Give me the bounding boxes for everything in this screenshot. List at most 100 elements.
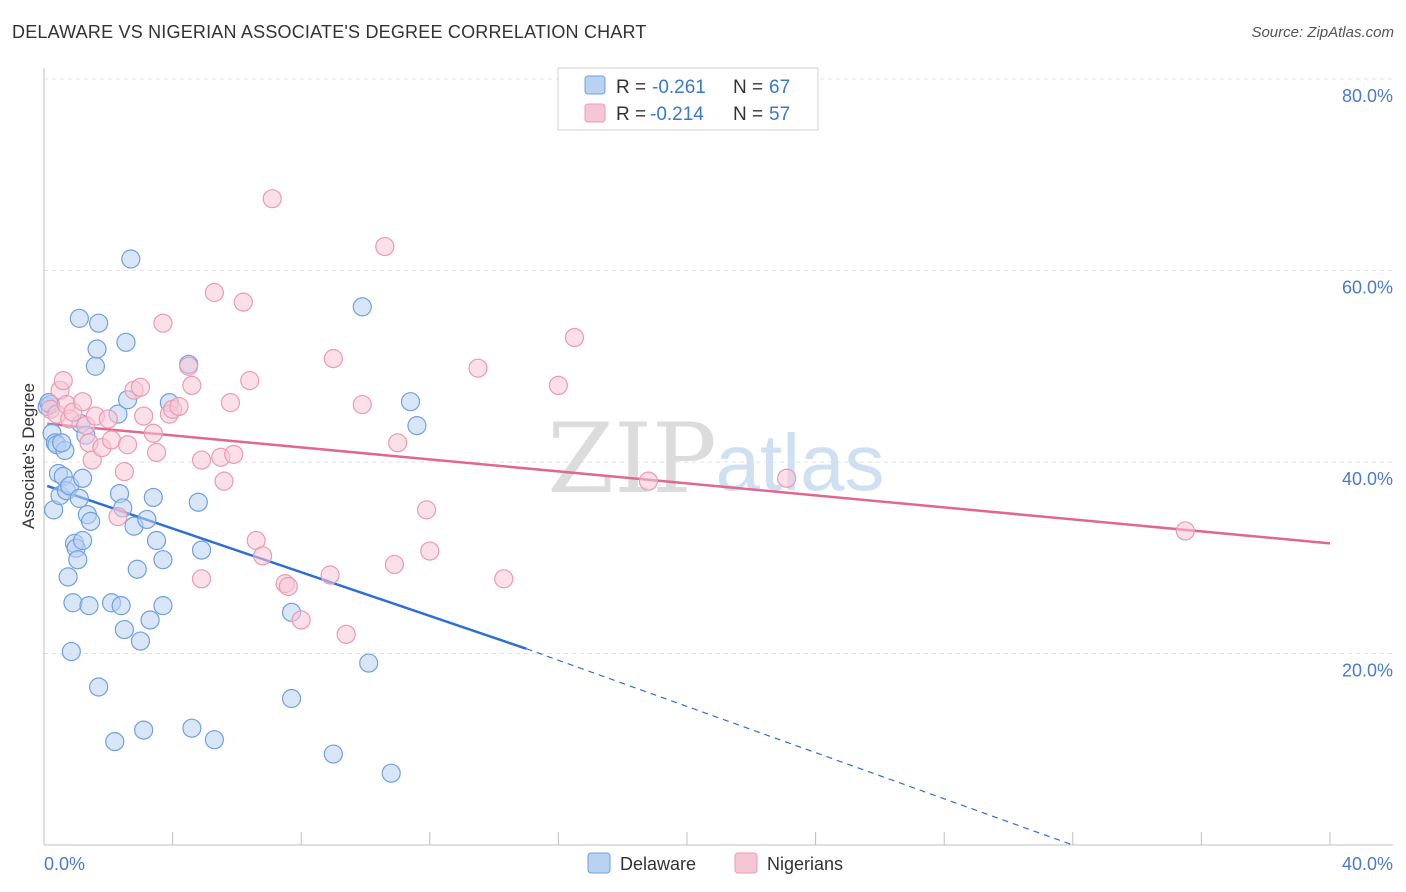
point-nigerians-23 (153, 313, 173, 333)
point-nigerians-20 (134, 406, 154, 426)
point-nigerians-54 (494, 569, 514, 589)
legend-swatch-delaware[interactable] (587, 852, 611, 874)
legend: Delaware Nigerians (587, 852, 843, 874)
point-delaware-29 (89, 313, 109, 333)
point-nigerians-14 (101, 430, 122, 450)
point-nigerians-26 (169, 396, 189, 417)
stats-r-value-2: -0.214 (650, 104, 704, 125)
point-delaware-50 (153, 596, 173, 616)
axes-layer (43, 68, 1393, 846)
point-delaware-28 (87, 339, 107, 359)
watermark-zip: ZIP (547, 403, 716, 515)
stats-swatch-delaware (584, 75, 606, 95)
point-nigerians-37 (240, 371, 260, 391)
point-delaware-20 (69, 308, 89, 328)
point-delaware-62 (381, 763, 401, 783)
point-nigerians-53 (468, 358, 488, 378)
point-delaware-30 (89, 677, 109, 697)
trend-line-nigerians (47, 422, 1331, 545)
point-nigerians-31 (204, 282, 224, 303)
point-delaware-46 (140, 610, 160, 630)
point-delaware-54 (188, 492, 208, 512)
point-nigerians-19 (130, 377, 151, 397)
point-delaware-56 (204, 730, 224, 750)
point-delaware-19 (72, 468, 93, 488)
point-delaware-32 (105, 731, 125, 752)
y-tick-label-40: 40.0% (1342, 469, 1393, 489)
point-nigerians-30 (191, 569, 212, 589)
point-delaware-61 (359, 653, 379, 673)
y-axis-title: Associate's Degree (19, 383, 38, 529)
point-delaware-25 (79, 596, 99, 616)
point-nigerians-47 (352, 394, 372, 415)
point-nigerians-35 (224, 444, 244, 464)
point-nigerians-29 (191, 450, 212, 470)
chart-title: DELAWARE VS NIGERIAN ASSOCIATE'S DEGREE … (12, 22, 647, 42)
point-nigerians-46 (336, 624, 356, 644)
point-nigerians-55 (548, 375, 569, 395)
point-delaware-58 (281, 688, 302, 709)
point-delaware-53 (182, 718, 202, 738)
point-delaware-13 (61, 641, 81, 662)
stats-r-value-1: -0.261 (652, 77, 706, 98)
y-tick-label-20: 20.0% (1342, 661, 1393, 681)
point-delaware-48 (146, 530, 167, 551)
point-delaware-66 (52, 433, 72, 453)
point-delaware-22 (72, 530, 93, 551)
point-delaware-11 (58, 567, 78, 587)
point-delaware-63 (400, 392, 421, 412)
point-nigerians-42 (278, 576, 298, 597)
trend-line-extension-delaware (526, 648, 1074, 846)
legend-label-nigerians[interactable]: Nigerians (767, 854, 843, 874)
point-nigerians-21 (143, 423, 163, 443)
point-delaware-38 (116, 332, 136, 352)
point-delaware-45 (137, 509, 157, 530)
point-delaware-55 (191, 540, 212, 560)
point-nigerians-59 (1175, 521, 1195, 541)
point-delaware-44 (134, 720, 154, 740)
point-nigerians-56 (564, 327, 585, 348)
point-delaware-47 (143, 487, 163, 508)
y-tick-label-60: 60.0% (1342, 278, 1393, 298)
point-delaware-26 (81, 511, 101, 531)
stats-n-label-1: N = (733, 77, 763, 98)
grid-layer (44, 78, 1393, 654)
point-nigerians-58 (777, 468, 797, 488)
point-delaware-35 (111, 596, 131, 616)
point-delaware-27 (85, 356, 106, 376)
legend-swatch-nigerians[interactable] (734, 852, 758, 874)
point-nigerians-40 (262, 189, 282, 209)
stats-r-label-1: R = (616, 77, 646, 98)
point-nigerians-39 (253, 546, 273, 566)
point-nigerians-17 (117, 435, 138, 455)
point-nigerians-16 (114, 461, 134, 482)
point-delaware-17 (68, 550, 88, 570)
watermark-atlas: atlas (716, 418, 885, 507)
point-nigerians-33 (214, 471, 234, 491)
stats-r-label-2: R = (616, 104, 646, 125)
point-nigerians-50 (388, 433, 408, 453)
point-nigerians-44 (320, 565, 340, 585)
x-tick-label-min: 0.0% (44, 854, 85, 874)
point-nigerians-51 (416, 500, 437, 520)
point-nigerians-45 (323, 348, 343, 369)
stats-box: R = -0.261 N = 67 R = -0.214 N = 57 (557, 67, 819, 131)
stats-n-label-2: N = (733, 104, 763, 125)
point-nigerians-36 (233, 292, 253, 312)
stats-n-value-2: 57 (769, 104, 790, 125)
point-nigerians-13 (98, 409, 118, 429)
legend-label-delaware[interactable]: Delaware (620, 854, 696, 874)
point-nigerians-15 (108, 506, 128, 527)
point-delaware-37 (114, 619, 134, 640)
point-delaware-42 (127, 559, 147, 579)
point-nigerians-28 (182, 375, 202, 395)
points-layer (37, 189, 1195, 783)
point-nigerians-49 (384, 554, 405, 575)
point-delaware-40 (121, 249, 141, 269)
point-delaware-49 (153, 550, 173, 570)
point-delaware-18 (69, 488, 89, 508)
point-nigerians-7 (72, 392, 93, 412)
point-nigerians-34 (220, 393, 241, 413)
point-nigerians-48 (375, 236, 395, 257)
